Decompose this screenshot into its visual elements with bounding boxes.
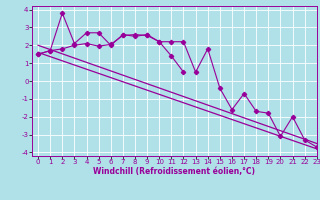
X-axis label: Windchill (Refroidissement éolien,°C): Windchill (Refroidissement éolien,°C): [93, 167, 255, 176]
